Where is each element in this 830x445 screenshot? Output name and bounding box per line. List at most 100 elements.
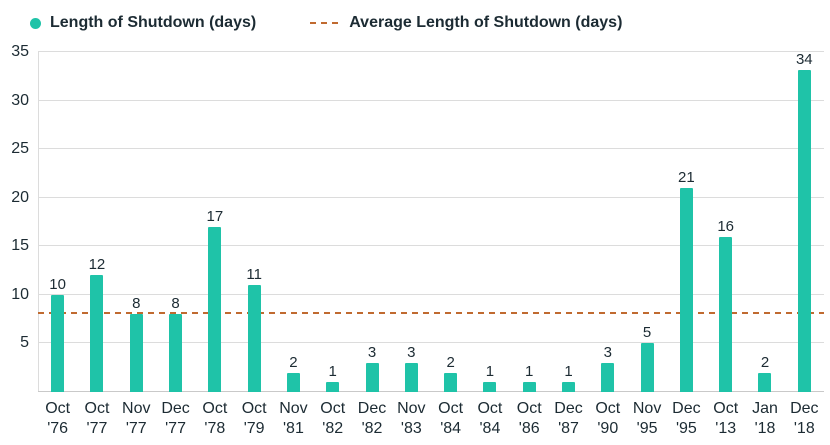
x-tick-label: Nov '77	[117, 399, 156, 438]
bar	[601, 362, 615, 392]
bar-value-label: 1	[564, 363, 573, 381]
bar	[444, 372, 458, 392]
x-tick-label: Oct '13	[706, 399, 745, 438]
x-tick-label: Nov '95	[627, 399, 666, 438]
bar-value-label: 12	[88, 256, 106, 274]
bar	[51, 294, 65, 392]
bar-column: 5	[627, 52, 666, 392]
x-tick-month: Oct	[713, 400, 739, 417]
x-tick-year: '76	[47, 419, 69, 437]
x-tick-month: Oct	[241, 400, 267, 417]
x-tick-year: '13	[715, 419, 737, 437]
x-tick-label: Oct '84	[470, 399, 509, 438]
y-tick-label: 20	[11, 188, 29, 206]
bar	[208, 226, 222, 392]
y-tick-label: 15	[11, 237, 29, 255]
legend-label-average: Average Length of Shutdown (days)	[349, 14, 623, 31]
x-tick-label: Dec '18	[785, 399, 824, 438]
bar-value-label: 17	[206, 207, 224, 225]
bar-column: 1	[549, 52, 588, 392]
x-tick-month: Dec	[357, 400, 387, 417]
bars-container: 10 12 8 8 17 11 2 1 3 3 2 1 1 1 3 5 21 16 2 34	[38, 52, 824, 392]
x-tick-year: '81	[283, 419, 304, 437]
bar-value-label: 1	[485, 363, 495, 381]
x-tick-month: Oct	[516, 400, 542, 417]
bar-column: 11	[234, 52, 273, 392]
bar	[522, 382, 536, 392]
bar	[758, 372, 772, 392]
x-tick-month: Oct	[595, 400, 621, 417]
bar-value-label: 2	[760, 353, 770, 371]
y-tick-label: 35	[11, 43, 29, 60]
bar-column: 1	[470, 52, 509, 392]
bar	[326, 382, 340, 392]
bar-column: 8	[117, 52, 156, 392]
bar-column: 2	[274, 52, 313, 392]
bar-value-label: 8	[132, 295, 141, 313]
bar-value-label: 5	[642, 324, 652, 342]
gridline	[38, 196, 824, 198]
x-tick-year: '86	[518, 419, 540, 437]
x-tick-year: '90	[597, 419, 619, 437]
legend-label-shutdown-days: Length of Shutdown (days)	[50, 14, 257, 31]
x-tick-month: Dec	[161, 400, 190, 417]
bar-column: 8	[156, 52, 195, 392]
y-tick-label: 10	[11, 285, 29, 303]
x-tick-year: '83	[400, 419, 422, 437]
bar	[90, 275, 104, 392]
bar	[404, 362, 418, 392]
x-tick-month: Dec	[790, 400, 819, 417]
bar-value-label: 16	[717, 217, 735, 235]
x-tick-year: '82	[361, 419, 383, 437]
y-tick-label: 5	[20, 334, 29, 352]
x-tick-label: Dec '87	[549, 399, 588, 438]
bar	[169, 314, 183, 392]
x-tick-month: Nov	[397, 400, 426, 417]
bar	[640, 343, 654, 392]
bar	[129, 314, 143, 392]
bar	[562, 382, 575, 392]
x-tick-label: Oct '84	[431, 399, 470, 438]
y-tick-label: 30	[11, 91, 29, 109]
gridline	[38, 245, 824, 247]
x-tick-year: '77	[125, 419, 147, 437]
x-tick-label: Nov '83	[392, 399, 431, 438]
gridline	[38, 342, 824, 344]
bar-column: 17	[195, 52, 234, 392]
x-tick-label: Oct '78	[195, 399, 234, 438]
x-tick-label: Oct '82	[313, 399, 352, 438]
x-tick-year: '95	[675, 419, 697, 437]
bar	[679, 188, 693, 392]
bar-value-label: 10	[49, 275, 66, 293]
bar-column: 34	[785, 52, 824, 392]
x-tick-year: '84	[440, 419, 462, 437]
y-tick-label: 25	[11, 140, 29, 158]
gridline	[38, 148, 824, 150]
average-line	[38, 311, 824, 314]
bar-column: 12	[77, 52, 116, 392]
bar-column: 2	[431, 52, 470, 392]
bar-value-label: 3	[603, 343, 612, 361]
bar-value-label: 2	[446, 353, 455, 371]
bar-value-label: 3	[407, 343, 416, 361]
bar-column: 16	[706, 52, 745, 392]
x-tick-label: Dec '95	[667, 399, 706, 438]
bar-column: 3	[352, 52, 391, 392]
x-tick-label: Oct '76	[38, 399, 77, 438]
x-tick-year: '18	[793, 419, 815, 437]
x-tick-month: Oct	[202, 400, 228, 417]
x-tick-month: Nov	[122, 400, 151, 417]
x-axis-line	[38, 391, 824, 392]
bar	[797, 70, 811, 392]
x-tick-year: '95	[636, 419, 658, 437]
x-tick-year: '82	[322, 419, 344, 437]
bar	[719, 236, 733, 392]
x-tick-year: '79	[243, 419, 265, 437]
x-tick-year: '18	[754, 419, 776, 437]
plot-wrap: 5 10 15 20 25 30 35 10 12 8 8 17 11 2 1 3 3 2 1 1 1 3 5 21 16 2 34…	[11, 44, 824, 438]
x-tick-label: Dec '82	[352, 399, 391, 438]
x-tick-year: '78	[204, 419, 226, 437]
bar-value-label: 11	[246, 266, 262, 284]
bar-value-label: 21	[678, 169, 695, 186]
